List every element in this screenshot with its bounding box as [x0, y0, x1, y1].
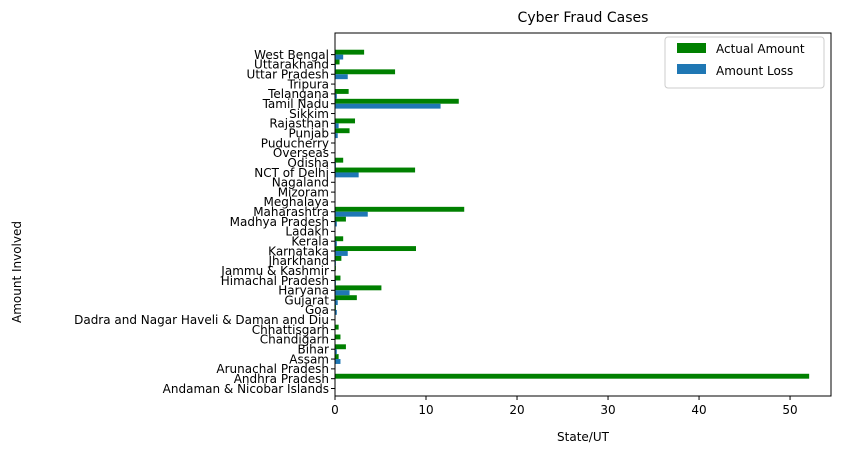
y-tick-label: Uttarakhand — [254, 58, 329, 72]
y-tick-label: Chhattisgarh — [252, 323, 329, 337]
bar-actual-amount-rajasthan — [335, 118, 356, 124]
x-tick-label: 50 — [782, 403, 797, 417]
y-tick-label: Ladakh — [285, 225, 329, 239]
y-tick-label: Jammu & Kashmir — [220, 264, 329, 278]
bar-amount-loss-uttar-pradesh — [335, 74, 348, 80]
y-tick-label: Maharashtra — [253, 205, 329, 219]
y-tick-label: Sikkim — [289, 107, 329, 121]
bar-layer — [335, 49, 810, 379]
bar-actual-amount-gujarat — [335, 295, 357, 301]
y-tick-label: Odisha — [287, 156, 329, 170]
bar-actual-amount-west-bengal — [335, 49, 365, 55]
y-tick-label: Madhya Pradesh — [230, 215, 329, 229]
bar-actual-amount-himachal-pradesh — [335, 275, 341, 281]
bar-amount-loss-west-bengal — [335, 54, 344, 60]
y-tick-label: Tamil Nadu — [262, 97, 329, 111]
bar-amount-loss-bihar — [335, 349, 337, 355]
bar-actual-amount-chandigarh — [335, 334, 341, 340]
y-axis-label: Amount Involved — [10, 221, 24, 323]
bar-actual-amount-jharkhand — [335, 255, 342, 261]
bar-actual-amount-madhya-pradesh — [335, 216, 346, 222]
bar-actual-amount-telangana — [335, 89, 349, 94]
x-tick-label: 30 — [600, 403, 615, 417]
x-tick-layer: 0 10 20 30 40 50 — [331, 396, 798, 417]
bar-amount-loss-nct-of-delhi — [335, 172, 359, 178]
bar-actual-amount-haryana — [335, 285, 382, 291]
legend-label-amount-loss: Amount Loss — [716, 64, 793, 78]
legend-label-actual-amount: Actual Amount — [716, 42, 805, 56]
y-tick-label: Goa — [305, 303, 329, 317]
y-tick-label: Dadra and Nagar Haveli & Daman and Diu — [74, 313, 329, 327]
bar-actual-amount-karnataka — [335, 246, 416, 252]
x-tick-label: 20 — [509, 403, 524, 417]
y-tick-label: Mizoram — [278, 185, 329, 199]
y-tick-label: Arunachal Pradesh — [216, 362, 329, 376]
y-tick-label: Puducherry — [261, 136, 329, 150]
bar-actual-amount-uttarakhand — [335, 59, 340, 65]
y-tick-label: Meghalaya — [264, 195, 329, 209]
y-tick-label: Overseas — [273, 146, 329, 160]
legend: Actual Amount Amount Loss — [664, 36, 825, 89]
bar-amount-loss-maharashtra — [335, 211, 368, 217]
bar-actual-amount-assam — [335, 354, 339, 360]
y-tick-label: Nagaland — [272, 176, 329, 190]
legend-swatch-actual-amount — [677, 43, 706, 53]
y-tick-label: Punjab — [288, 126, 329, 140]
y-tick-label: Andhra Pradesh — [234, 372, 329, 386]
bar-actual-amount-punjab — [335, 128, 350, 134]
x-tick-label: 40 — [691, 403, 706, 417]
bar-actual-amount-maharashtra — [335, 206, 465, 212]
y-tick-label: Tripura — [287, 77, 329, 91]
chart-title: Cyber Fraud Cases — [518, 10, 649, 26]
y-tick-label: West Bengal — [254, 48, 329, 62]
y-tick-label: Jharkhand — [267, 254, 329, 268]
bar-actual-amount-chhattisgarh — [335, 324, 339, 330]
y-tick-label: Uttar Pradesh — [247, 68, 329, 82]
y-tick-label: Bihar — [298, 343, 330, 357]
y-tick-label: NCT of Delhi — [254, 166, 329, 180]
bar-amount-loss-rajasthan — [335, 123, 339, 129]
y-tick-label: Assam — [289, 352, 329, 366]
y-tick-label: Andaman & Nicobar Islands — [163, 382, 329, 396]
y-tick-label: Telangana — [267, 87, 329, 101]
bar-amount-loss-madhya-pradesh — [335, 221, 337, 227]
y-tick-label: Himachal Pradesh — [221, 274, 329, 288]
x-axis-label: State/UT — [557, 430, 610, 444]
y-tick-label: Karnataka — [268, 244, 329, 258]
y-tick-label: Haryana — [278, 284, 329, 298]
y-tick-label: Gujarat — [284, 293, 329, 307]
bar-amount-loss-karnataka — [335, 251, 348, 256]
bar-actual-amount-tamil-nadu — [335, 98, 459, 104]
y-tick-label: Rajasthan — [269, 117, 329, 131]
bar-amount-loss-haryana — [335, 290, 350, 296]
bar-actual-amount-nct-of-delhi — [335, 167, 416, 173]
bar-actual-amount-uttar-pradesh — [335, 69, 396, 75]
bar-amount-loss-punjab — [335, 133, 338, 139]
bar-amount-loss-telangana — [335, 93, 337, 99]
bar-actual-amount-andhra-pradesh — [335, 373, 810, 379]
bar-amount-loss-goa — [335, 309, 337, 315]
bar-actual-amount-bihar — [335, 344, 346, 350]
bar-amount-loss-gujarat — [335, 300, 338, 306]
x-tick-label: 10 — [418, 403, 433, 417]
bar-actual-amount-kerala — [335, 236, 344, 242]
bar-actual-amount-odisha — [335, 157, 344, 163]
y-tick-label: Chandigarh — [260, 333, 329, 347]
bar-amount-loss-kerala — [335, 241, 337, 247]
y-tick-label: Kerala — [291, 235, 329, 249]
legend-swatch-amount-loss — [677, 64, 706, 74]
plot-frame — [334, 32, 832, 397]
x-tick-label: 0 — [331, 403, 339, 417]
bar-amount-loss-assam — [335, 359, 341, 364]
bar-amount-loss-tamil-nadu — [335, 103, 441, 109]
